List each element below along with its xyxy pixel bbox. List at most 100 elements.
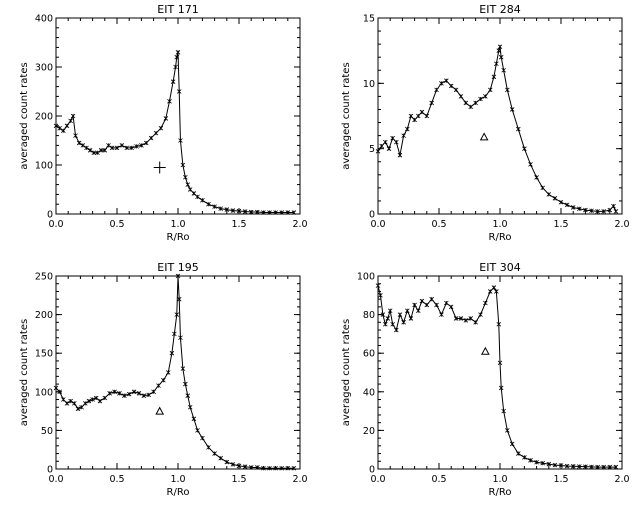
- data-point: [178, 335, 183, 341]
- data-point: [291, 210, 297, 215]
- data-point: [528, 162, 533, 167]
- data-point: [53, 385, 59, 391]
- data-point: [487, 289, 493, 294]
- data-point: [61, 128, 66, 133]
- data-point: [98, 148, 104, 153]
- data-point: [379, 143, 384, 149]
- data-point: [212, 451, 217, 456]
- data-point: [102, 395, 108, 401]
- x-tick-label: 2.0: [292, 474, 307, 485]
- data-point: [589, 208, 594, 214]
- data-point: [279, 210, 284, 215]
- data-point: [72, 401, 77, 406]
- data-point: [497, 44, 503, 50]
- data-point: [86, 398, 92, 404]
- y-tick-label: 0: [47, 465, 53, 476]
- data-point: [172, 331, 177, 337]
- data-point: [212, 204, 217, 209]
- y-tick-label: 50: [41, 426, 53, 437]
- data-point: [412, 302, 417, 308]
- data-point: [97, 398, 103, 404]
- data-point: [498, 54, 504, 60]
- data-point: [91, 150, 97, 156]
- data-point: [375, 283, 381, 288]
- y-tick-label: 150: [35, 349, 53, 360]
- data-point: [242, 464, 248, 469]
- data-point: [126, 391, 132, 397]
- y-axis-label: averaged count rates: [341, 62, 352, 169]
- x-tick-label: 0.0: [48, 474, 63, 485]
- data-point: [497, 360, 503, 366]
- data-point: [180, 366, 186, 371]
- data-point: [230, 462, 236, 467]
- data-point: [570, 205, 576, 210]
- data-point: [394, 327, 399, 333]
- data-point: [429, 296, 434, 302]
- data-point: [255, 465, 260, 470]
- data-point: [404, 308, 410, 314]
- data-point: [385, 316, 391, 321]
- data-point: [494, 61, 499, 67]
- data-point: [601, 209, 606, 214]
- data-point: [478, 96, 483, 102]
- x-axis-label: R/Ro: [489, 232, 512, 243]
- data-point: [601, 464, 606, 470]
- data-point: [169, 350, 175, 356]
- y-tick-label: 250: [35, 272, 53, 283]
- data-point: [102, 148, 108, 153]
- data-point: [444, 78, 449, 84]
- data-point: [267, 465, 272, 471]
- x-tick-label: 1.5: [553, 219, 568, 230]
- y-tick-label: 300: [35, 63, 53, 74]
- data-point: [558, 199, 564, 205]
- data-point: [577, 206, 582, 212]
- data-point: [509, 107, 515, 112]
- data-point: [285, 210, 291, 215]
- data-point: [546, 192, 552, 197]
- y-tick-label: 15: [363, 14, 375, 25]
- data-point: [583, 464, 588, 469]
- y-tick-label: 5: [369, 144, 375, 155]
- data-point: [139, 143, 144, 148]
- data-point: [380, 312, 386, 317]
- data-point: [141, 393, 147, 398]
- data-point: [401, 133, 406, 138]
- data-point: [82, 401, 88, 406]
- data-point: [176, 89, 182, 94]
- data-point: [200, 197, 205, 203]
- data-point: [487, 87, 493, 93]
- data-point: [552, 462, 558, 468]
- data-point: [386, 146, 392, 151]
- data-point: [546, 461, 552, 467]
- data-point: [261, 210, 266, 215]
- data-point: [611, 203, 616, 209]
- plot-frame: [55, 17, 301, 215]
- data-point: [408, 316, 414, 321]
- data-point: [444, 300, 449, 306]
- data-point: [607, 207, 613, 213]
- data-point: [564, 463, 570, 469]
- data-point: [230, 208, 236, 213]
- data-point: [112, 389, 117, 395]
- data-point: [87, 148, 93, 153]
- data-point: [90, 397, 95, 402]
- y-tick-label: 60: [363, 349, 375, 360]
- data-point: [483, 300, 488, 306]
- data-point: [473, 320, 478, 325]
- data-point: [79, 404, 84, 410]
- x-tick-label: 1.5: [231, 219, 246, 230]
- data-point: [53, 123, 59, 129]
- x-tick-label: 1.0: [492, 474, 507, 485]
- data-point: [505, 428, 510, 433]
- y-tick-label: 0: [369, 465, 375, 476]
- triangle-marker: [481, 346, 490, 355]
- data-point: [570, 464, 576, 469]
- x-tick-label: 0.0: [48, 219, 63, 230]
- x-tick-label: 0.0: [370, 474, 385, 485]
- data-point: [131, 389, 137, 395]
- data-point: [448, 83, 454, 89]
- data-point: [501, 408, 506, 414]
- x-tick-label: 2.0: [614, 474, 629, 485]
- data-point: [439, 81, 444, 86]
